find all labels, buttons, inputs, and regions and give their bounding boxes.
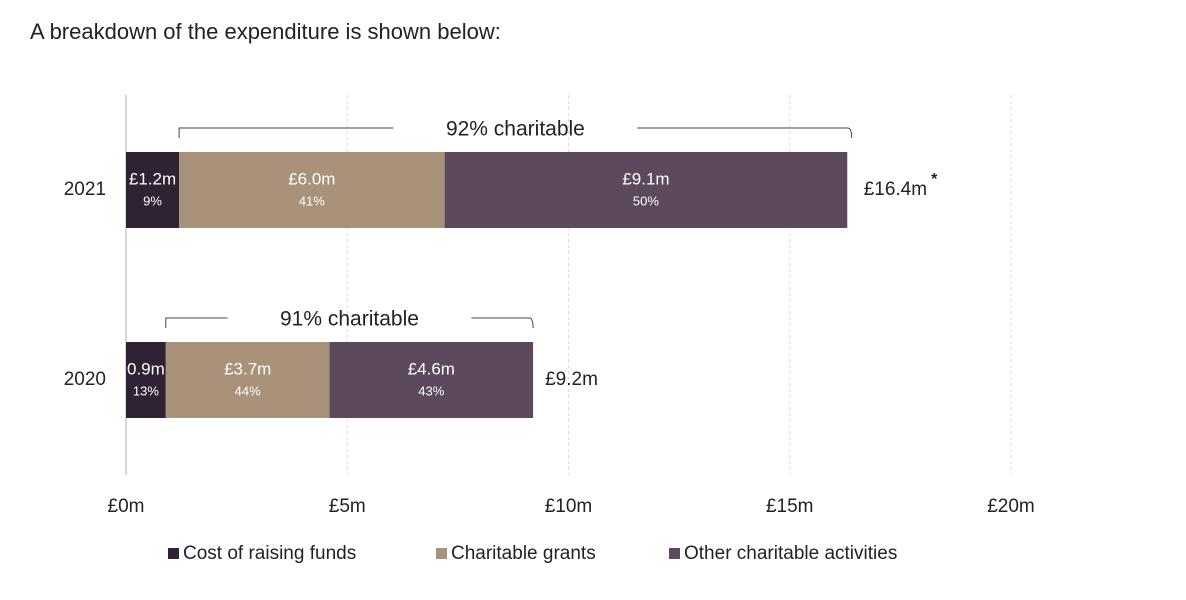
chart-title: A breakdown of the expenditure is shown … <box>30 19 501 44</box>
value-label: £4.6m <box>408 359 455 378</box>
y-tick-label: 2020 <box>64 369 106 390</box>
x-tick-label: £5m <box>329 496 366 517</box>
value-label: £6.0m <box>288 169 335 188</box>
legend-swatch <box>436 548 447 559</box>
share-label: 41% <box>299 193 325 208</box>
annotation: 92% charitable <box>446 118 585 141</box>
bar-segment <box>126 152 180 228</box>
bracket <box>165 317 534 329</box>
bar-segment <box>126 342 166 418</box>
x-tick-label: £20m <box>987 496 1035 517</box>
value-label: £1.2m <box>129 169 176 188</box>
share-label: 9% <box>143 193 162 208</box>
value-label: £9.1m <box>622 169 669 188</box>
legend-label: Cost of raising funds <box>183 543 356 564</box>
y-tick-label: 2021 <box>64 179 106 200</box>
share-label: 43% <box>418 383 444 398</box>
legend-swatch <box>669 548 680 559</box>
x-tick-label: £15m <box>766 496 814 517</box>
legend-label: Charitable grants <box>451 543 596 564</box>
share-label: 13% <box>133 383 159 398</box>
total-label: £16.4m <box>864 179 927 200</box>
annotation: 91% charitable <box>280 308 419 331</box>
bar-segment <box>165 342 330 418</box>
bar-segment <box>179 152 445 228</box>
value-label: 0.9m <box>127 359 165 378</box>
share-label: 50% <box>633 193 659 208</box>
legend-label: Other charitable activities <box>684 543 897 564</box>
x-tick-label: £0m <box>108 496 145 517</box>
value-label: £3.7m <box>224 359 271 378</box>
bracket <box>178 127 853 139</box>
bar-segment <box>444 152 848 228</box>
x-tick-label: £10m <box>545 496 593 517</box>
total-label: £9.2m <box>545 369 598 390</box>
bar-segment <box>329 342 534 418</box>
legend-swatch <box>168 548 179 559</box>
share-label: 44% <box>235 383 261 398</box>
total-note: * <box>931 171 938 188</box>
